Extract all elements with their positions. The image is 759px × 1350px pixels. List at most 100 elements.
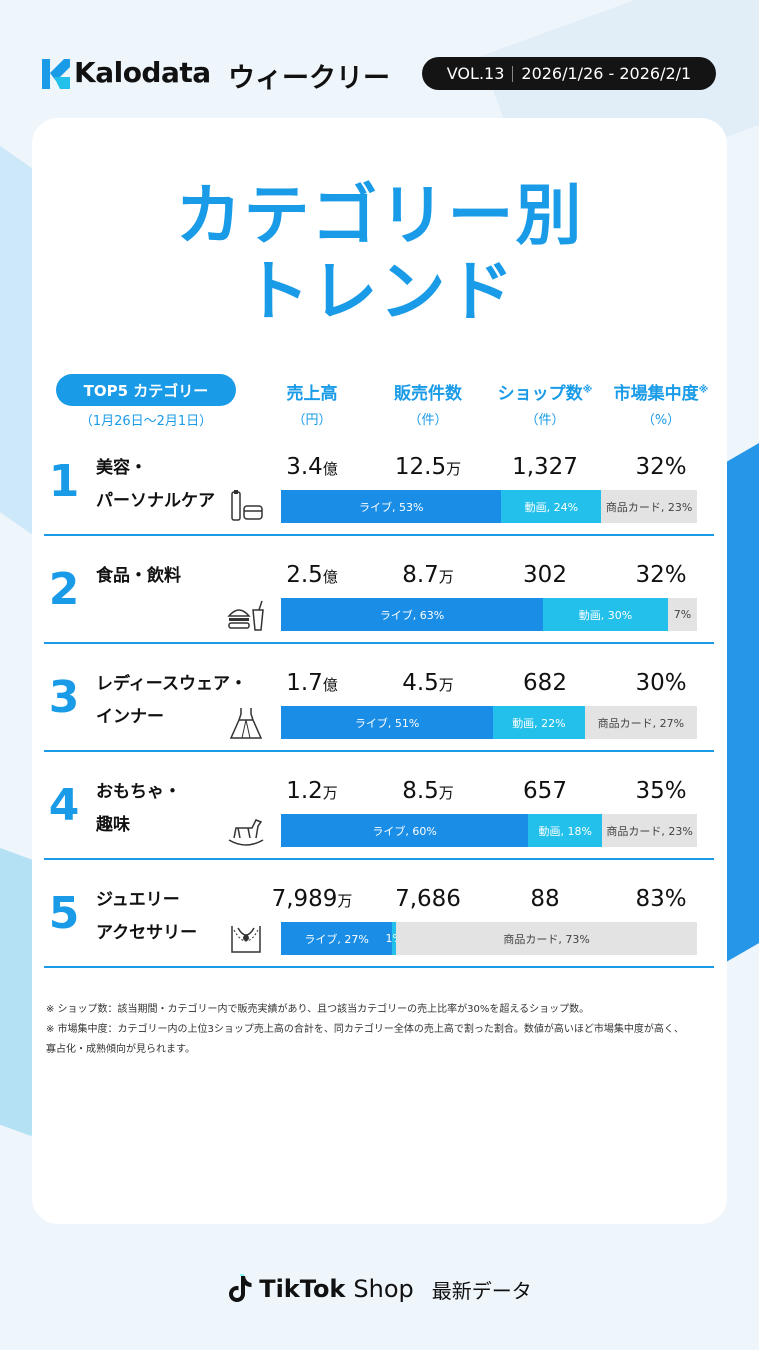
metric-value: 7,989万 [247,886,377,912]
metric-value: 1.2万 [247,778,377,804]
metric-value: 1.7億 [247,670,377,696]
metric-unit: 万 [438,676,454,694]
volume-number: VOL.13 [446,64,505,83]
category-name-line: 趣味 [96,815,130,835]
column-header: 売上高 [247,379,377,404]
header: Kalodata ウィークリー VOL.13 2026/1/26 - 2026/… [42,56,722,94]
column-header-note-mark: ※ [698,384,709,396]
metric-unit: 億 [322,676,338,694]
category-name-line: 食品・飲料 [96,566,181,586]
category-name-line: おもちゃ・ [96,782,181,802]
page-title-line2: トレンド [243,253,516,330]
category-name: 美容・ パーソナルケア [96,452,215,518]
column-header: 販売件数 [363,379,493,404]
metric-number: 30% [635,670,687,696]
row-divider [44,534,714,536]
metric-number: 302 [523,562,567,588]
category-name: おもちゃ・ 趣味 [96,776,181,842]
video-share-segment: 動画, 22% [493,706,585,739]
rank-number: 4 [48,780,80,831]
metric-value: 88 [480,886,610,912]
top5-tag: TOP5 カテゴリー [56,374,236,406]
column-unit: （件） [525,413,565,428]
metric-number: 83% [635,886,687,912]
metric-value: 3.4億 [247,454,377,480]
metric-value: 35% [596,778,726,804]
metric-number: 7,989 [271,886,338,912]
video-share-segment: 動画, 18% [528,814,603,847]
date-range: 2026/1/26 - 2026/2/1 [521,64,692,83]
column-header-label: 売上高 [286,384,338,404]
burger-drink-icon [226,598,266,632]
metric-number: 7,686 [395,886,461,912]
column-header-label: 販売件数 [394,384,462,404]
latest-data-label: 最新データ [431,1278,532,1303]
dress-icon [226,706,266,740]
metric-value: 32% [596,454,726,480]
metric-value: 7,686 [363,886,493,912]
metric-number: 4.5 [402,670,439,696]
column-header: 市場集中度※ [596,379,726,404]
column-header: ショップ数※ [480,379,610,404]
rank-number: 5 [48,888,80,939]
metric-number: 8.5 [402,778,439,804]
category-name: 食品・飲料 [96,560,181,593]
column-header-label: ショップ数 [497,384,583,404]
metric-value: 1,327 [480,454,610,480]
channel-share-bar: ライブ, 60% 動画, 18% 商品カード, 23% [281,814,697,847]
footnote: ※ 市場集中度：カテゴリー内の上位3ショップ売上高の合計を、同カテゴリー全体の売… [46,1024,684,1035]
rocking-horse-icon [226,814,266,848]
category-name-line: 美容・ [96,458,147,478]
card-share-segment: 商品カード, 23% [601,490,697,523]
category-name-line: アクセサリー [96,923,198,943]
necklace-icon [226,922,266,956]
tiktok-brand: TikTok [259,1275,346,1303]
row-divider [44,966,714,968]
footnote: ※ ショップ数：該当期間・カテゴリー内で販売実績があり、且つ該当カテゴリーの売上… [46,1004,590,1015]
footer: TikTok Shop 最新データ [0,1272,759,1306]
metric-value: 8.5万 [363,778,493,804]
content-card [32,118,727,1224]
rank-number: 3 [48,672,80,723]
category-name: ジュエリーアクセサリー [96,884,197,950]
card-share-segment: 商品カード, 23% [602,814,697,847]
column-header-note-mark: ※ [582,384,593,396]
category-name-line: ジュエリー [96,890,180,910]
cosmetics-icon [226,490,266,524]
channel-share-bar: ライブ, 63% 動画, 30% 7% [281,598,697,631]
metric-number: 1.7 [286,670,323,696]
channel-share-bar: ライブ, 27% 1% 商品カード, 73% [281,922,697,955]
footnote: 寡占化・成熟傾向が見られます。 [46,1044,195,1055]
metric-number: 1.2 [286,778,323,804]
metric-value: 30% [596,670,726,696]
metric-number: 2.5 [286,562,323,588]
video-share-segment: 動画, 24% [501,490,602,523]
channel-share-bar: ライブ, 53% 動画, 24% 商品カード, 23% [281,490,697,523]
page-title-line1: カテゴリー別 [175,177,584,254]
rank-number: 1 [48,456,80,507]
metric-value: 12.5万 [363,454,493,480]
metric-value: 83% [596,886,726,912]
video-share-segment: 動画, 30% [543,598,668,631]
card-share-segment: 商品カード, 73% [396,922,697,955]
metric-value: 302 [480,562,610,588]
divider [512,65,514,82]
top5-period: （1月26日～2月1日） [79,414,213,429]
row-divider [44,750,714,752]
metric-number: 8.7 [402,562,439,588]
metric-number: 682 [523,670,567,696]
column-unit: （件） [408,413,448,428]
column-header-label: 市場集中度 [613,384,699,404]
category-name-line: レディースウェア・ [96,674,247,694]
metric-number: 32% [635,562,687,588]
rank-number: 2 [48,564,80,615]
live-share-segment: ライブ, 63% [281,598,544,631]
channel-share-bar: ライブ, 51% 動画, 22% 商品カード, 27% [281,706,697,739]
issue-badge: VOL.13 2026/1/26 - 2026/2/1 [422,57,716,90]
metric-number: 3.4 [286,454,323,480]
row-divider [44,858,714,860]
live-share-segment: ライブ, 60% [281,814,529,847]
live-share-segment: ライブ, 27% [281,922,393,955]
metric-number: 35% [635,778,687,804]
footnotes: ※ ショップ数：該当期間・カテゴリー内で販売実績があり、且つ該当カテゴリーの売上… [46,1000,726,1060]
